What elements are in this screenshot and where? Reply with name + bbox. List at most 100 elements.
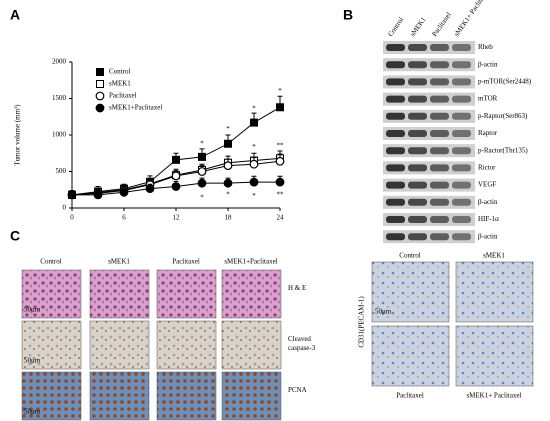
marker <box>249 159 259 169</box>
micrograph <box>371 261 450 323</box>
blot-strip <box>383 41 475 54</box>
marker <box>197 167 207 176</box>
blot-strip <box>383 144 475 158</box>
annotation: ** <box>277 142 285 150</box>
legend-label: sMEK1 <box>109 80 131 88</box>
marker <box>223 161 233 171</box>
blot-band <box>408 198 427 206</box>
protein-label: β-actin <box>478 232 498 240</box>
blot-band <box>386 147 405 155</box>
blot-band <box>452 147 471 155</box>
blot-band <box>386 112 405 120</box>
marker <box>249 177 259 187</box>
lane-label: Control <box>386 16 405 38</box>
marker <box>171 171 181 181</box>
protein-label: p-Raptor(Ser863) <box>478 112 528 120</box>
blot-band <box>408 95 427 103</box>
annotation: * <box>252 192 256 200</box>
marker <box>96 80 104 88</box>
micrograph <box>21 269 82 319</box>
marker <box>198 152 206 161</box>
blot-band <box>452 61 471 69</box>
marker <box>223 178 233 188</box>
row-label: Cleaved caspase-3 <box>288 335 316 352</box>
marker <box>275 177 285 187</box>
blot-band <box>430 95 449 103</box>
blot-band <box>430 198 449 206</box>
protein-label: β-actin <box>478 198 498 206</box>
marker <box>250 118 258 127</box>
blot-band <box>452 95 471 103</box>
marker <box>224 139 232 148</box>
blot-band <box>408 61 427 69</box>
column-label: sMEK1+Paclitaxel <box>224 258 277 266</box>
scale-label: 50μm <box>24 408 41 416</box>
row-label-text: PCNA <box>288 386 307 394</box>
blot-band <box>386 61 405 69</box>
protein-label: Rictor <box>478 164 496 172</box>
micrograph <box>89 320 150 370</box>
protein-label: VEGF <box>478 181 496 189</box>
lane-label: Paclitaxel <box>430 11 452 38</box>
blot-band <box>452 130 471 137</box>
marker <box>145 184 155 194</box>
scale-label: 50μm <box>24 357 41 365</box>
protein-label: β-actin <box>478 60 498 68</box>
marker <box>96 68 104 76</box>
legend-label: Control <box>109 68 130 76</box>
y-tick-label: 2000 <box>52 58 67 66</box>
row-label-text: Cleaved caspase-3 <box>288 335 316 352</box>
legend-label: sMEK1+Paclitaxel <box>109 104 162 112</box>
blot-strip <box>383 58 475 72</box>
blot-band <box>386 198 405 206</box>
blot-band <box>452 78 471 86</box>
column-label: sMEK1 <box>108 258 130 266</box>
protein-label: p-mTOR(Ser2448) <box>478 78 532 86</box>
blot-band <box>430 44 449 51</box>
blot-strip <box>383 213 475 226</box>
blot-band <box>430 78 449 86</box>
column-label: Paclitaxel <box>172 258 200 266</box>
micrograph <box>156 269 217 319</box>
blot-band <box>386 216 405 223</box>
marker <box>93 190 103 200</box>
row-label: H & E <box>288 284 307 292</box>
marker <box>95 91 105 101</box>
blot-strip <box>383 92 475 106</box>
y-tick-label: 1500 <box>52 94 67 102</box>
blot-band <box>408 164 427 172</box>
blot-band <box>408 181 427 189</box>
panel-label: B <box>343 7 353 23</box>
marker <box>67 190 77 200</box>
micrograph <box>221 320 282 370</box>
marker <box>172 155 180 164</box>
blot-band <box>430 130 449 137</box>
micrograph <box>89 371 150 421</box>
blot-band <box>430 112 449 120</box>
y-tick-label: 0 <box>63 204 67 212</box>
panel-label: C <box>10 228 20 244</box>
protein-label: HIF-1α <box>478 215 499 223</box>
scale-label: 50μm <box>375 308 392 316</box>
row-label: PCNA <box>288 386 307 394</box>
blot-band <box>452 233 471 241</box>
blot-band <box>408 233 427 241</box>
y-tick-label: 1000 <box>52 131 67 139</box>
row-label-text: H & E <box>288 284 307 292</box>
blot-band <box>386 130 405 137</box>
blot-strip <box>383 230 475 244</box>
blot-strip <box>383 109 475 123</box>
scale-label: 50μm <box>24 306 41 314</box>
blot-band <box>408 130 427 137</box>
blot-band <box>386 78 405 86</box>
protein-label: p-Ractor(Thr135) <box>478 146 528 154</box>
blot-strip <box>383 75 475 89</box>
blot-strip <box>383 127 475 140</box>
annotation: * <box>226 190 230 198</box>
y-tick-label: 500 <box>56 167 67 175</box>
x-tick-label: 18 <box>225 214 233 222</box>
blot-band <box>452 198 471 206</box>
blot-band <box>386 164 405 172</box>
blot-strip <box>383 195 475 209</box>
